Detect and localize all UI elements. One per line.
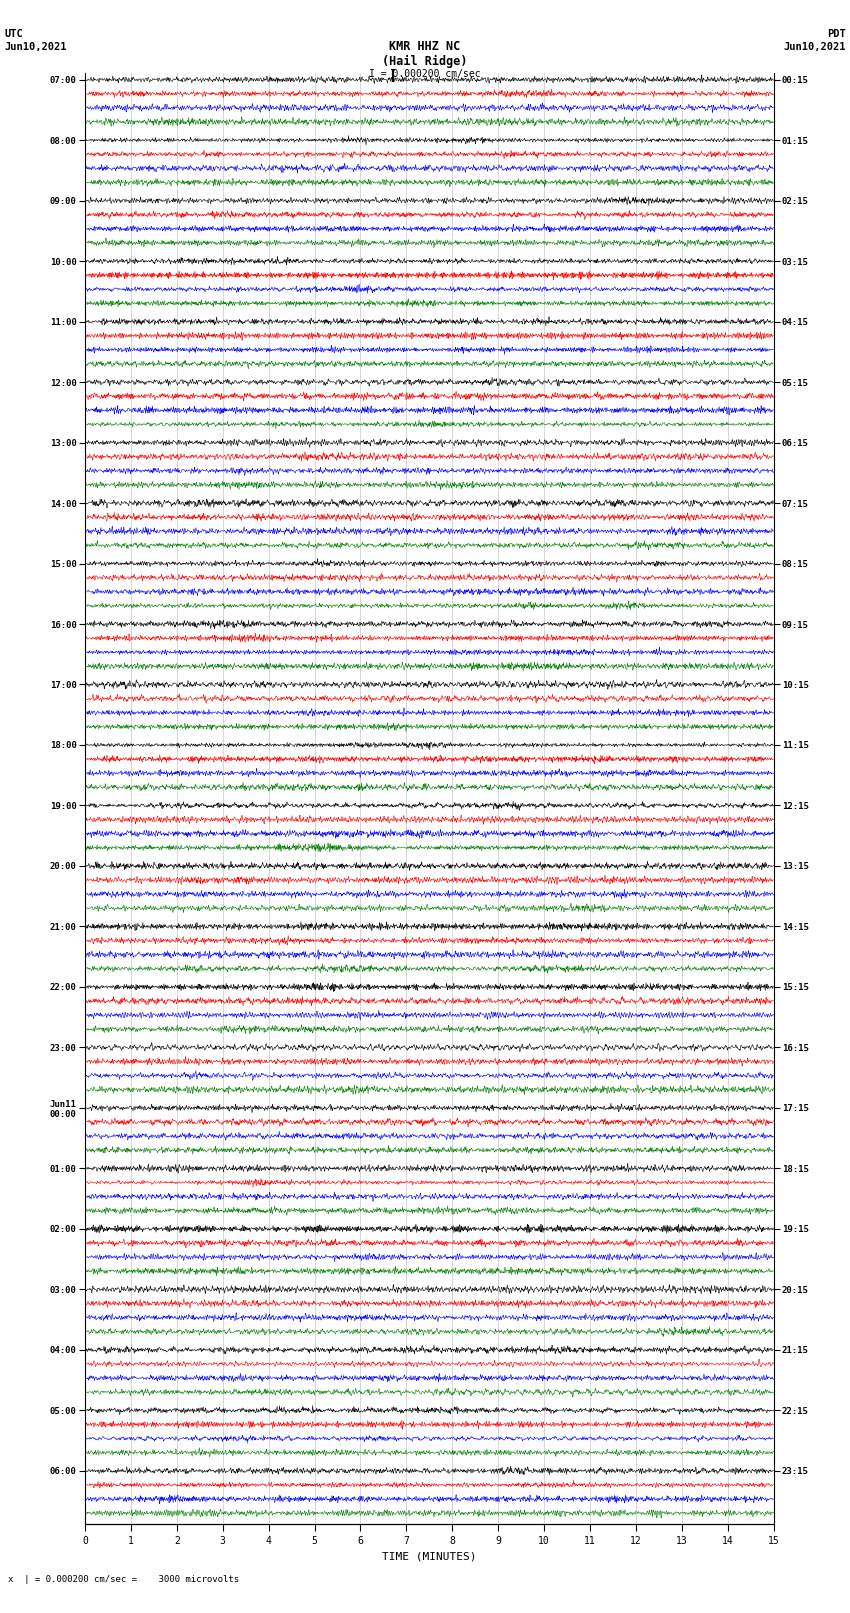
- Text: Jun10,2021: Jun10,2021: [783, 42, 846, 52]
- Text: UTC: UTC: [4, 29, 23, 39]
- Text: (Hail Ridge): (Hail Ridge): [382, 55, 468, 68]
- X-axis label: TIME (MINUTES): TIME (MINUTES): [382, 1552, 477, 1561]
- Text: PDT: PDT: [827, 29, 846, 39]
- Text: Jun10,2021: Jun10,2021: [4, 42, 67, 52]
- Text: KMR HHZ NC: KMR HHZ NC: [389, 40, 461, 53]
- Text: I = 0.000200 cm/sec: I = 0.000200 cm/sec: [369, 69, 481, 79]
- Text: x  | = 0.000200 cm/sec =    3000 microvolts: x | = 0.000200 cm/sec = 3000 microvolts: [8, 1574, 240, 1584]
